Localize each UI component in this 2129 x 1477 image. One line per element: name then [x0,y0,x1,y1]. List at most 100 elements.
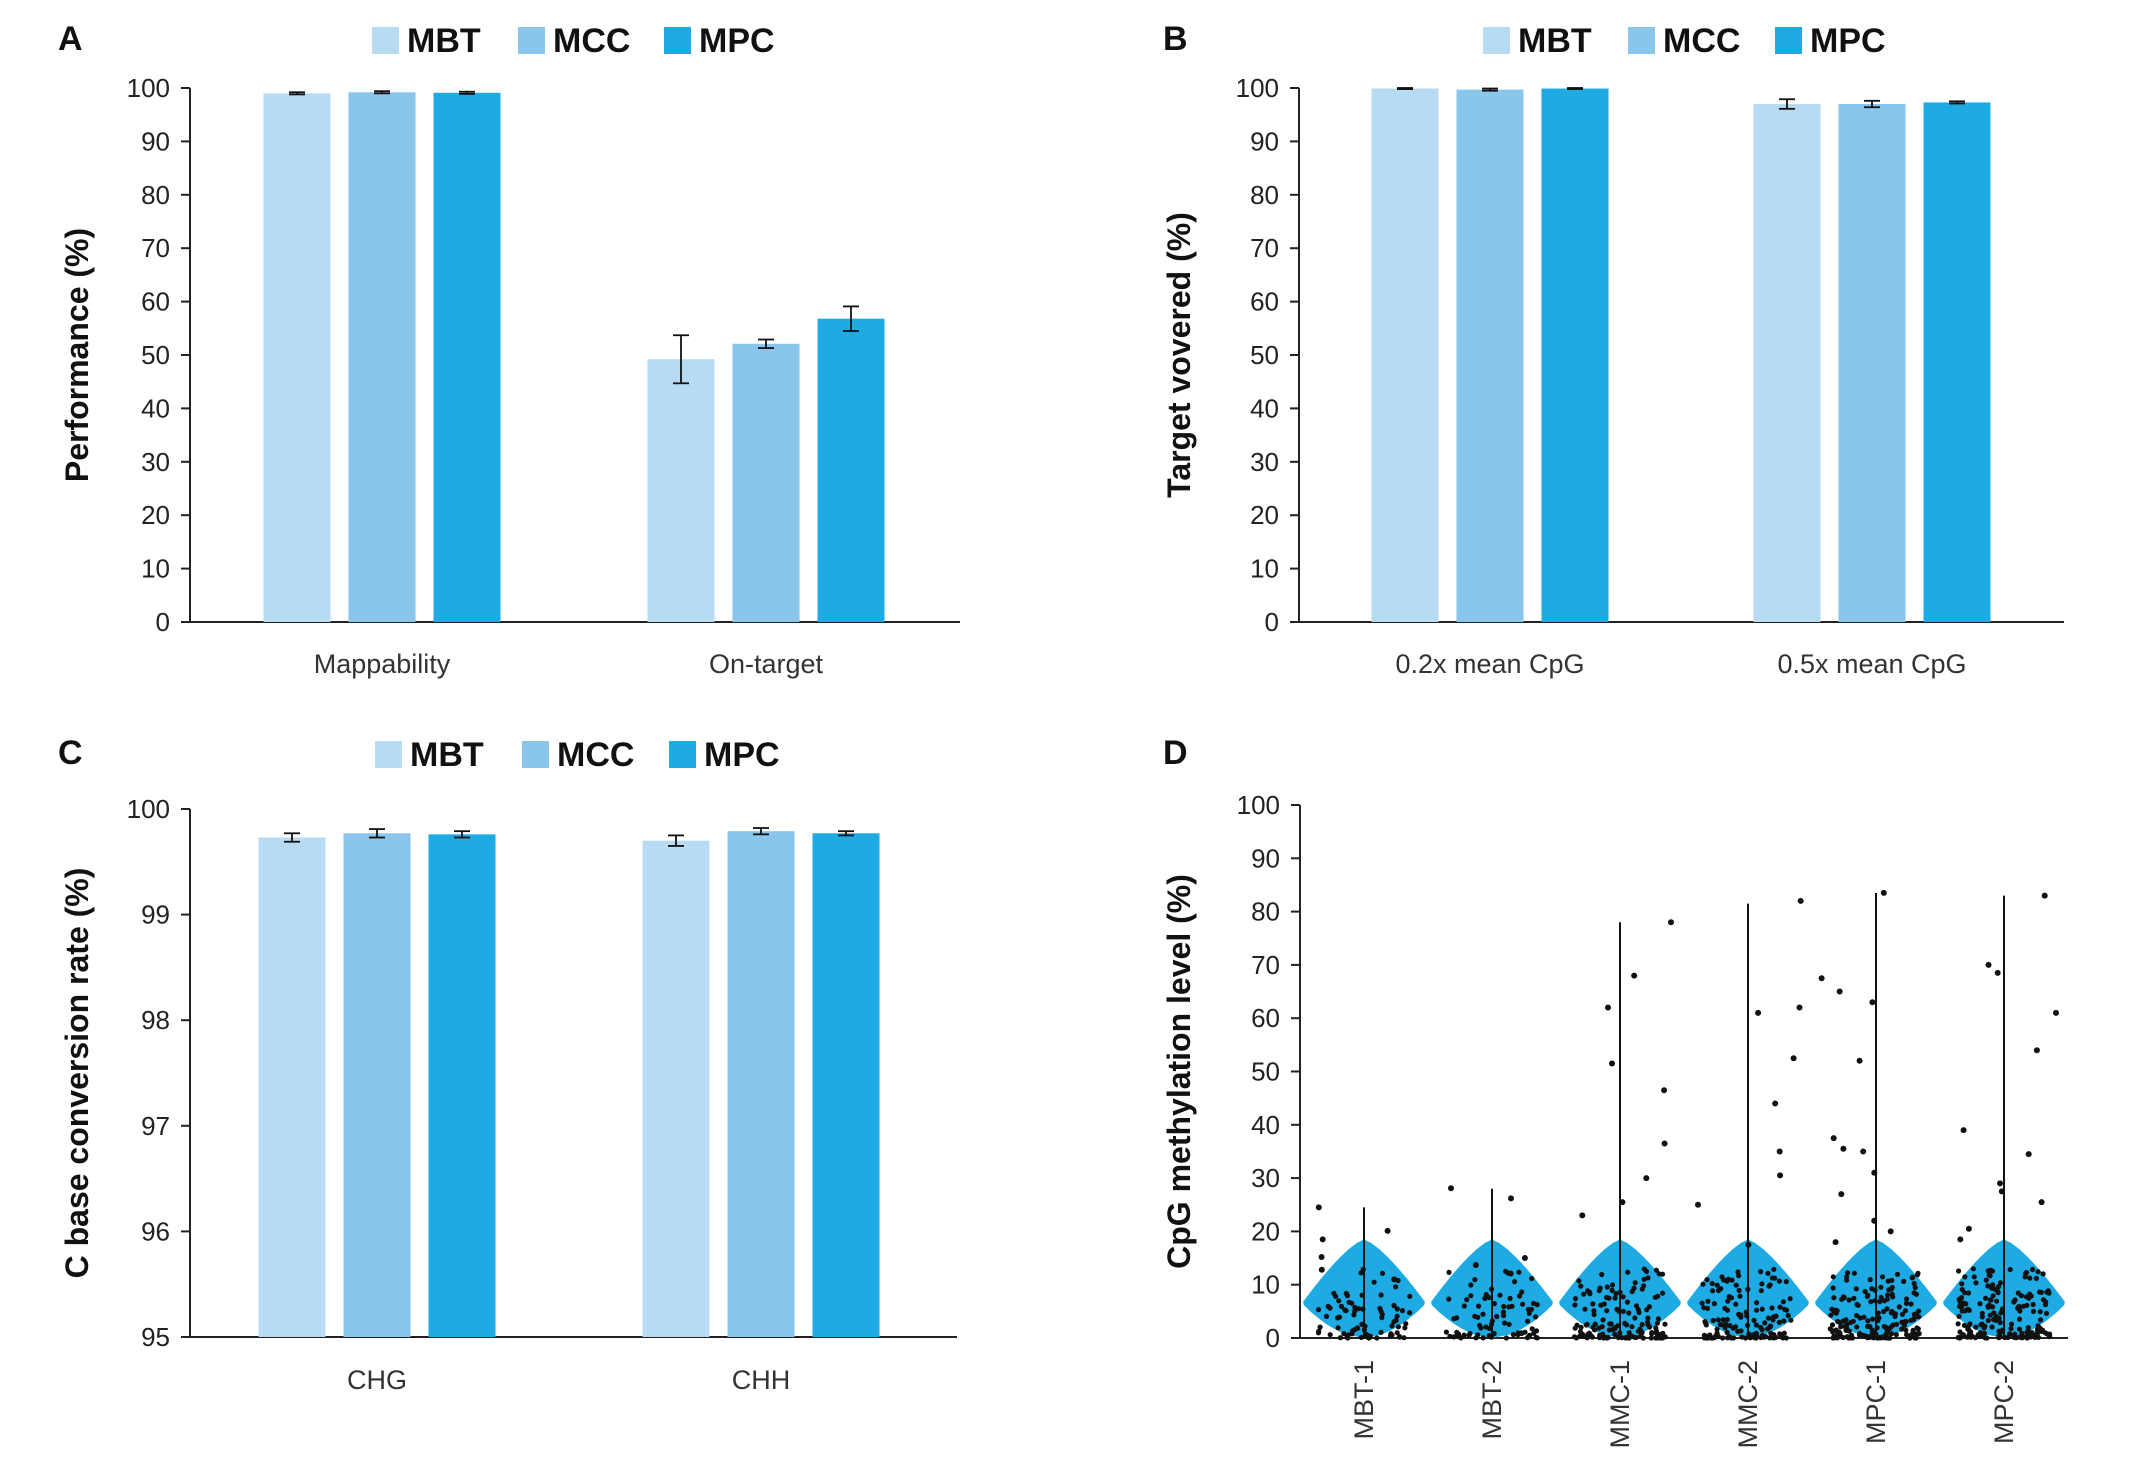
data-point [1525,1318,1531,1324]
outlier-point [1772,1100,1779,1107]
data-point [2027,1334,2033,1340]
outlier-point [1796,1004,1803,1011]
data-point [1911,1290,1917,1296]
outlier-point [1776,1148,1783,1155]
outlier-point [1472,1262,1479,1268]
data-point [1840,1294,1847,1300]
data-point [1957,1329,1963,1335]
outlier-point [1818,975,1825,982]
data-point [1654,1320,1660,1326]
data-point [2025,1325,2031,1331]
data-point [1327,1305,1333,1311]
data-point [1394,1313,1400,1319]
data-point [2017,1308,2023,1314]
data-point [1335,1325,1341,1331]
bar-mpc [1541,88,1609,622]
data-point [1787,1296,1793,1302]
data-point [1843,1327,1849,1333]
outlier-point [1777,1172,1784,1179]
data-point [1971,1274,1977,1280]
data-point [1911,1280,1917,1287]
data-point [1529,1275,1535,1282]
legend-label-mpc: MPC [704,736,780,774]
outlier-point [1887,1228,1894,1235]
bar-mbt [647,359,715,622]
data-point [2008,1326,2014,1332]
data-point [1625,1269,1631,1275]
data-point [1868,1299,1874,1305]
data-point [1973,1324,1979,1330]
data-point [1403,1321,1409,1327]
outlier-point [1790,1055,1797,1062]
outlier-point [1661,1087,1668,1094]
data-point [1515,1332,1521,1338]
data-point [1759,1327,1765,1333]
data-point [1600,1317,1606,1323]
data-point [1379,1270,1386,1276]
data-point [1956,1296,1962,1302]
data-point [1491,1330,1497,1337]
data-point [1854,1324,1860,1330]
data-point [1745,1286,1751,1292]
bar-mcc [1838,104,1906,622]
data-point [1996,1283,2002,1290]
outlier-point [1745,1241,1752,1248]
data-point [1645,1275,1651,1281]
data-point [1622,1320,1628,1326]
y-tick-label: 0 [1265,607,1279,637]
outlier-point [1797,897,1804,904]
data-point [1956,1268,1962,1274]
panel-letter: D [1163,734,1188,772]
data-point [1355,1325,1361,1331]
data-point [1612,1295,1618,1301]
data-point [1912,1285,1918,1291]
data-point [1718,1286,1724,1292]
y-tick-label: 80 [1250,180,1279,210]
data-point [2038,1289,2044,1295]
outlier-point [2053,1009,2059,1016]
data-point [1624,1299,1630,1305]
data-point [1714,1282,1720,1288]
data-point [1530,1300,1537,1306]
data-point [2047,1334,2053,1340]
data-point [1582,1306,1588,1312]
data-point [1992,1286,1998,1292]
panel-letter: C [58,734,83,772]
data-point [1776,1319,1782,1325]
data-point [1497,1292,1503,1298]
data-point [1994,1298,2000,1304]
data-point [1725,1298,1731,1304]
outlier-point [1605,1004,1611,1011]
outlier-point [2033,1047,2040,1054]
data-point [1777,1332,1783,1338]
data-point [1645,1315,1651,1321]
data-point [1959,1304,1965,1310]
y-tick-label: 60 [1250,287,1279,317]
data-point [1632,1334,1638,1340]
y-tick-label: 30 [1250,447,1279,477]
data-point [1724,1316,1730,1323]
data-point [1587,1291,1593,1297]
data-point [1483,1291,1489,1298]
data-point [1739,1334,1745,1340]
data-point [1880,1274,1886,1280]
data-point [1641,1276,1647,1282]
data-point [1884,1296,1890,1302]
y-tick-label: 90 [141,126,170,156]
bar-mcc [732,343,800,622]
data-point [1753,1307,1760,1313]
data-point [1966,1331,1972,1337]
data-point [1722,1305,1728,1311]
data-point [1862,1288,1868,1295]
data-point [2039,1327,2046,1333]
data-point [1482,1295,1488,1301]
data-point [1609,1282,1616,1288]
data-point [1389,1332,1395,1338]
data-point [1896,1304,1902,1310]
outlier-point [1871,1217,1878,1224]
data-point [1857,1330,1863,1337]
legend-label-mpc: MPC [1810,22,1886,60]
data-point [1849,1335,1855,1341]
y-tick-label: 0 [156,607,170,637]
data-point [1468,1282,1474,1288]
